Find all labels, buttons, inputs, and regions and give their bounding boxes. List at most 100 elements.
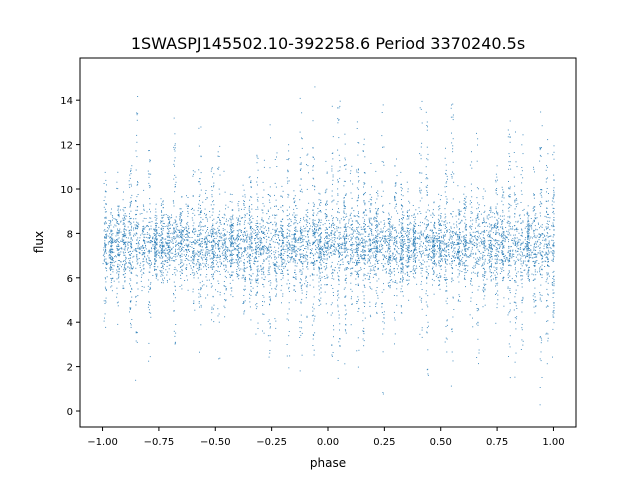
data-point (432, 232, 434, 234)
data-point (131, 288, 133, 290)
data-point (166, 265, 168, 267)
data-point (219, 218, 220, 220)
data-point (315, 249, 317, 251)
data-point (193, 274, 195, 276)
data-point (196, 252, 198, 254)
data-point (491, 256, 493, 258)
data-point (489, 210, 491, 211)
data-point (138, 247, 140, 248)
data-point (162, 245, 164, 247)
data-point (104, 303, 106, 304)
data-point (464, 277, 466, 279)
data-point (187, 204, 189, 206)
data-point (313, 233, 315, 235)
data-point (207, 229, 208, 230)
data-point (536, 271, 538, 273)
data-point (131, 272, 133, 274)
data-point (531, 257, 533, 259)
data-point (435, 265, 437, 267)
data-point (435, 275, 437, 277)
data-point (140, 270, 142, 272)
data-point (189, 250, 190, 252)
data-point (436, 235, 438, 237)
data-point (150, 250, 152, 252)
data-point (159, 241, 161, 243)
data-point (142, 226, 144, 228)
data-point (251, 279, 253, 281)
data-point (224, 299, 226, 300)
data-point (226, 224, 228, 226)
data-point (219, 254, 221, 256)
data-point (250, 229, 252, 231)
data-point (180, 240, 182, 242)
data-point (473, 242, 475, 244)
data-point (424, 238, 426, 240)
data-point (163, 250, 165, 252)
data-point (317, 229, 319, 231)
data-point (214, 241, 216, 243)
data-point (230, 225, 232, 227)
data-point (356, 242, 358, 244)
data-point (377, 234, 379, 236)
data-point (174, 165, 175, 167)
data-point (350, 257, 352, 259)
data-point (282, 230, 284, 232)
data-point (192, 170, 194, 172)
data-point (260, 253, 262, 255)
data-point (162, 272, 164, 274)
data-point (200, 217, 202, 219)
data-point (428, 253, 430, 255)
data-point (154, 241, 156, 242)
data-point (384, 235, 386, 237)
data-point (249, 246, 251, 248)
data-point (156, 215, 158, 217)
data-point (298, 259, 300, 261)
data-point (481, 242, 482, 244)
data-point (212, 246, 214, 248)
data-point (205, 237, 207, 239)
data-point (382, 230, 384, 232)
data-point (288, 226, 290, 227)
data-point (268, 263, 270, 265)
data-point (370, 249, 372, 251)
data-point (361, 257, 363, 259)
data-point (260, 266, 262, 268)
data-point (117, 255, 119, 257)
data-point (312, 226, 313, 228)
data-point (472, 252, 474, 254)
data-point (311, 253, 313, 255)
data-point (143, 286, 145, 288)
data-point (238, 253, 240, 255)
data-point (239, 223, 241, 225)
data-point (264, 279, 266, 281)
data-point (200, 172, 202, 174)
data-point (211, 258, 213, 260)
data-point (217, 315, 219, 317)
data-point (213, 260, 215, 261)
data-point (173, 293, 174, 294)
data-point (219, 145, 221, 147)
data-point (456, 254, 457, 256)
data-point (118, 274, 120, 276)
data-point (186, 231, 188, 233)
data-point (513, 243, 515, 245)
data-point (311, 229, 313, 231)
data-point (154, 238, 156, 240)
data-point (161, 227, 163, 229)
data-point (195, 230, 197, 232)
data-point (270, 244, 271, 246)
data-point (453, 227, 455, 229)
data-point (350, 233, 352, 235)
data-point (260, 254, 262, 256)
data-point (291, 251, 293, 253)
data-point (383, 224, 385, 225)
data-point (360, 268, 362, 270)
data-point (167, 253, 169, 255)
data-point (162, 229, 164, 231)
data-point (156, 229, 158, 230)
data-point (186, 222, 188, 224)
data-point (109, 257, 111, 259)
data-point (426, 226, 428, 228)
data-point (479, 211, 480, 212)
data-point (162, 203, 164, 205)
